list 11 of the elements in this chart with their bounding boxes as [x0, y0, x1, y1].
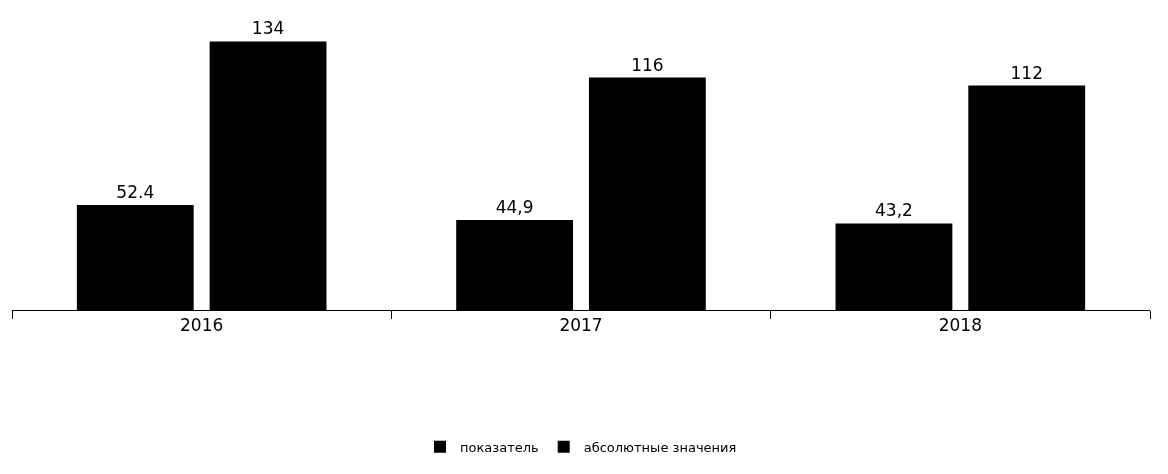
data-label: 116	[631, 54, 664, 75]
legend-label: показатель	[460, 439, 539, 455]
data-label: 112	[1010, 62, 1043, 83]
data-label: 134	[251, 18, 285, 39]
data-label: 52.4	[116, 182, 155, 202]
data-label: 44,9	[495, 197, 534, 218]
x-tick-label: 2017	[559, 315, 603, 336]
x-tick-label: 2018	[938, 315, 982, 336]
x-tick-label: 2016	[180, 315, 224, 336]
legend-label: абсолютные значения	[583, 439, 737, 455]
data-label: 43,2	[875, 200, 913, 221]
